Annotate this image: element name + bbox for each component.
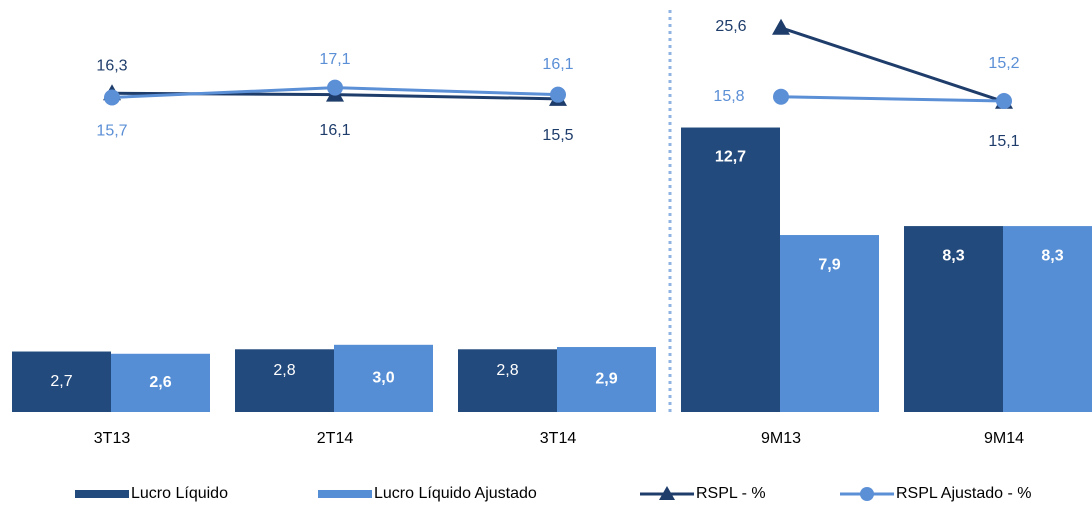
marker <box>550 86 566 103</box>
bar-value-label: 2,9 <box>595 371 617 388</box>
bar-value-label: 8,3 <box>942 247 964 264</box>
line-value-label: 15,8 <box>713 88 744 105</box>
x-tick-label: 9M14 <box>984 430 1024 447</box>
legend-marker <box>860 487 874 501</box>
legend-marker <box>659 486 675 500</box>
x-tick-label: 9M13 <box>761 430 801 447</box>
line-value-label: 15,7 <box>96 123 127 140</box>
x-tick-label: 3T14 <box>540 430 577 447</box>
legend-label: Lucro Líquido <box>131 485 228 502</box>
bar <box>780 235 879 412</box>
bar-value-label: 12,7 <box>715 149 746 166</box>
legend-swatch <box>318 490 372 498</box>
bar <box>904 226 1003 412</box>
marker <box>772 18 790 35</box>
line-value-label: 16,1 <box>319 122 350 139</box>
bar-value-label: 2,8 <box>496 362 518 379</box>
bar-value-label: 2,8 <box>273 362 295 379</box>
line-value-label: 16,1 <box>542 56 573 73</box>
bar <box>235 349 334 412</box>
bar <box>111 353 210 412</box>
line <box>780 95 1005 103</box>
bar-value-label: 7,9 <box>818 256 840 273</box>
line-value-label: 25,6 <box>715 18 746 35</box>
line-value-label: 16,3 <box>96 57 127 74</box>
line <box>780 26 1005 104</box>
legend-label: RSPL Ajustado - % <box>896 485 1031 502</box>
marker <box>773 88 789 105</box>
legend-label: RSPL - % <box>696 485 766 502</box>
bar-value-label: 2,7 <box>50 373 72 390</box>
bar-value-label: 2,6 <box>149 374 171 391</box>
line-value-label: 15,2 <box>988 55 1019 72</box>
line-value-label: 17,1 <box>319 51 350 68</box>
x-tick-label: 3T13 <box>94 430 131 447</box>
marker <box>104 89 120 106</box>
bar <box>681 127 780 413</box>
bar <box>1003 226 1092 412</box>
bar <box>557 347 656 412</box>
bar <box>458 349 557 412</box>
bar-value-label: 8,3 <box>1041 247 1063 264</box>
bar <box>334 344 433 412</box>
legend-label: Lucro Líquido Ajustado <box>374 485 537 502</box>
bar <box>12 351 111 412</box>
legend-swatch <box>75 490 129 498</box>
bar-value-label: 3,0 <box>372 370 394 387</box>
marker <box>327 79 343 96</box>
line-value-label: 15,1 <box>988 133 1019 150</box>
x-tick-label: 2T14 <box>317 430 354 447</box>
line-value-label: 15,5 <box>542 127 573 144</box>
marker <box>996 92 1012 109</box>
